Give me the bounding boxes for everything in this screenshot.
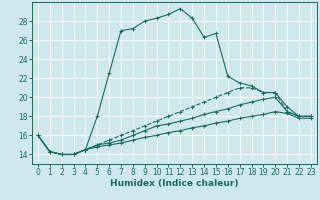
- X-axis label: Humidex (Indice chaleur): Humidex (Indice chaleur): [110, 179, 239, 188]
